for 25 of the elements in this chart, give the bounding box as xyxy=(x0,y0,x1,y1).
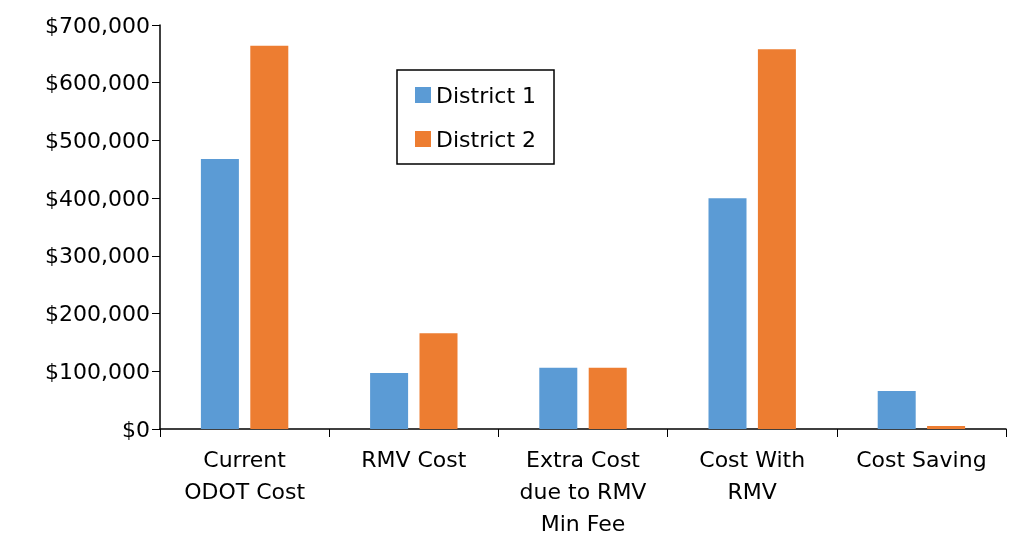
x-tick-label: Extra Cost due to RMV Min Fee xyxy=(519,446,647,536)
bar xyxy=(708,198,747,429)
x-tick-label: Cost Saving xyxy=(856,446,987,472)
y-tick-label: $100,000 xyxy=(45,358,150,384)
bar xyxy=(419,333,458,429)
y-tick-label: $400,000 xyxy=(45,185,150,211)
bar xyxy=(250,45,289,429)
bar xyxy=(927,426,966,429)
x-tick-label: Cost With RMV xyxy=(699,446,806,504)
y-tick-label: $600,000 xyxy=(45,70,150,96)
legend-label: District 1 xyxy=(436,82,537,108)
bar xyxy=(200,158,239,429)
bar xyxy=(370,373,409,429)
x-tick-label: Current ODOT Cost xyxy=(184,446,306,504)
y-tick-label: $0 xyxy=(122,416,150,442)
bar xyxy=(539,367,578,429)
x-tick-label: RMV Cost xyxy=(361,446,467,472)
legend-label: District 2 xyxy=(436,126,537,152)
bar xyxy=(757,49,796,429)
bar xyxy=(588,367,627,429)
y-tick-label: $200,000 xyxy=(45,301,150,327)
y-tick-label: $300,000 xyxy=(45,243,150,269)
y-tick-label: $500,000 xyxy=(45,127,150,153)
bar xyxy=(877,390,916,429)
y-tick-label: $700,000 xyxy=(45,12,150,38)
